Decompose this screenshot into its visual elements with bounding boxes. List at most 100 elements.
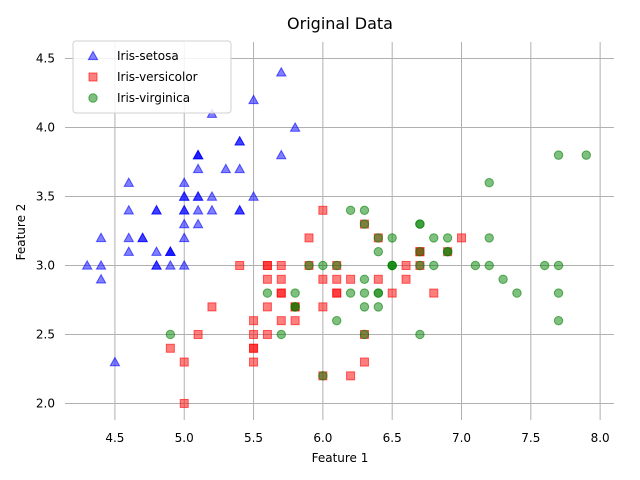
x-tick-label: 5.5 [244,431,263,445]
virginica-point [442,246,453,257]
virginica-point [553,315,564,326]
virginica-point [276,329,286,340]
virginica-point [415,219,425,229]
versicolor-point [193,329,203,339]
legend-marker-versicolor [88,72,98,82]
virginica-point [470,260,481,271]
setosa-point [123,204,135,215]
virginica-point [373,246,384,257]
versicolor-point [318,274,328,284]
setosa-point [151,259,162,270]
y-axis-ticks: 2.0 2.5 3.0 3.5 4.0 4.5 [36,52,55,411]
legend-marker-setosa [87,50,99,61]
virginica-point [262,288,273,298]
x-tick-label: 5.0 [175,431,194,445]
setosa-point [192,149,204,160]
versicolor-point [318,205,328,215]
versicolor-point [262,302,272,312]
setosa-point [123,177,135,187]
virginica-point [332,315,342,326]
setosa-point [178,259,190,270]
virginica-point [304,260,314,271]
y-tick-label: 4.0 [36,121,55,135]
setosa-point [95,273,107,284]
virginica-point [359,205,370,216]
virginica-point [359,329,370,340]
virginica-point [553,260,564,271]
versicolor-point [262,274,272,284]
virginica-point [359,302,370,312]
virginica-point [359,274,370,284]
y-tick-label: 2.5 [36,327,55,341]
x-tick-label: 7.5 [521,431,540,445]
setosa-point [164,246,176,256]
setosa-point [81,259,93,270]
virginica-point [415,329,425,340]
virginica-point [581,150,591,160]
virginica-point [290,288,300,298]
virginica-point [318,371,328,381]
versicolor-point [276,260,286,270]
virginica-point [359,288,370,298]
setosa-point [192,163,204,174]
setosa-point [95,232,107,243]
setosa-point [178,232,190,243]
virginica-point [415,246,425,257]
y-tick-label: 2.0 [36,396,55,410]
versicolor-point [373,274,383,284]
virginica-point [553,150,564,160]
y-tick-label: 4.5 [36,52,55,66]
y-tick-label: 3.5 [36,190,55,204]
virginica-point [387,260,397,271]
x-tick-label: 4.5 [105,431,124,445]
versicolor-point [332,288,342,298]
virginica-point [290,302,300,312]
versicolor-point [318,302,328,312]
versicolor-point [304,233,314,243]
versicolor-point [249,343,259,353]
versicolor-point [429,288,439,298]
versicolor-point [359,357,369,367]
versicolor-point [249,316,259,326]
legend: Iris-setosa Iris-versicolor Iris-virgini… [72,40,232,114]
virginica-point [359,219,370,229]
virginica-point [373,302,384,312]
versicolor-point [249,357,259,367]
setosa-point [192,218,204,229]
setosa-point [123,232,135,243]
virginica-point [165,329,176,340]
x-tick-label: 7.0 [452,431,471,445]
data-points [81,66,591,408]
setosa-point [178,177,190,187]
virginica-point [429,260,439,271]
setosa-point [234,204,246,215]
setosa-point [289,121,301,132]
setosa-point [206,204,218,215]
virginica-point [539,260,550,271]
setosa-point [123,246,135,256]
legend-label-versicolor: Iris-versicolor [117,70,198,84]
virginica-point [484,233,494,243]
setosa-point [248,94,259,105]
x-tick-label: 6.0 [313,431,332,445]
virginica-point [415,260,425,271]
virginica-point [387,233,397,243]
versicolor-point [346,371,356,381]
versicolor-point [179,398,189,408]
virginica-point [553,288,564,298]
chart-title: Original Data [287,14,393,33]
versicolor-point [249,329,259,339]
setosa-point [248,190,259,201]
setosa-point [234,163,246,174]
setosa-point [206,190,218,201]
versicolor-point [262,329,272,339]
setosa-point [275,149,287,160]
legend-box [72,40,232,114]
versicolor-point [401,274,411,284]
versicolor-point [165,343,175,353]
versicolor-point [290,316,300,326]
setosa-point [178,218,190,229]
x-tick-label: 6.5 [383,431,402,445]
y-axis-label: Feature 2 [14,204,28,261]
x-axis-ticks: 4.5 5.0 5.5 6.0 6.5 7.0 7.5 8.0 [105,431,609,445]
